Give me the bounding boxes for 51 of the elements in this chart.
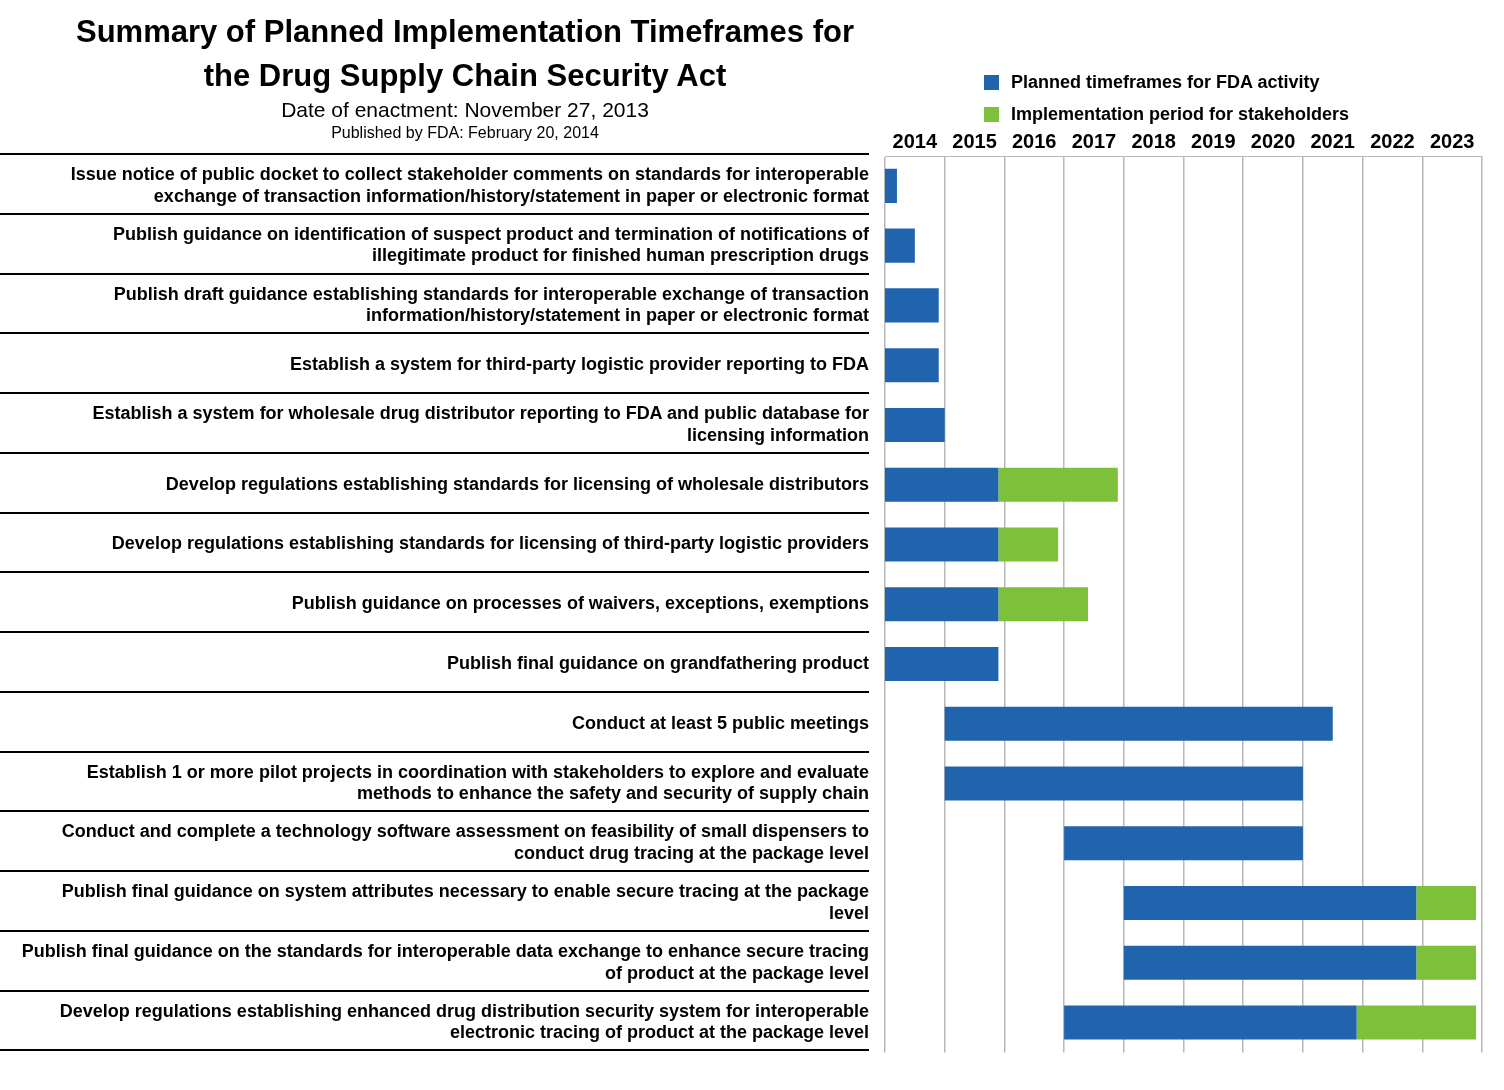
y-tick-label: Publish final guidance on grandfathering product [446, 652, 869, 673]
bar [885, 228, 915, 263]
bar [944, 766, 1303, 801]
bar [885, 527, 999, 562]
y-tick-label: Develop regulations establishing enhanced drug distribution security system for interoperable electronic tracing of product at the package level [59, 1000, 869, 1043]
y-tick-label: Publish guidance on identification of suspect product and termination of notifications of illegitimate product for finished human prescription drugs [112, 223, 870, 266]
y-tick-label: Publish final guidance on the standards for interoperable data exchange to enhance secure tracing of product at the package level [21, 940, 869, 983]
y-tick-label: Conduct at least 5 public meetings [571, 712, 869, 733]
x-tick-label: 2016 [1012, 129, 1057, 152]
text: Date of enactment: November 27, 2013 [280, 98, 650, 122]
y-tick-label: Establish a system for wholesale drug distributor reporting to FDA and public database for licensing information [92, 403, 869, 445]
bar [1123, 885, 1417, 921]
bar [1356, 1005, 1477, 1040]
legend-label: Implementation period for stakeholders [1011, 103, 1350, 125]
bar [885, 646, 999, 681]
y-tick-label: Develop regulations establishing standards for licensing of wholesale distributors [165, 473, 869, 494]
bar [885, 407, 945, 442]
bar [885, 587, 999, 622]
bar [1416, 885, 1477, 921]
x-tick-label: 2019 [1191, 129, 1236, 152]
text: Published by FDA: February 20, 2014 [331, 124, 599, 141]
bar [885, 168, 897, 203]
bar [1123, 945, 1417, 980]
y-tick-label: Conduct and complete a technology software assessment on feasibility of small dispensers to conduct drug tracing at the package level [61, 821, 869, 864]
bar [885, 348, 939, 383]
y-tick-label: Establish a system for third-party logistic provider reporting to FDA [289, 354, 869, 375]
y-tick-label: Establish 1 or more pilot projects in coordination with stakeholders to explore and evaluate methods to enhance the safety and security of supply chain [86, 761, 869, 804]
x-tick-label: 2014 [892, 129, 938, 152]
y-tick-label: Develop regulations establishing standards for licensing of third-party logistic providers [111, 533, 869, 554]
legend-label: Planned timeframes for FDA activity [1011, 71, 1320, 93]
x-tick-label: 2021 [1310, 129, 1355, 152]
y-tick-label: Publish final guidance on system attributes necessary to enable secure tracing at the package level [61, 881, 869, 923]
bar [998, 467, 1118, 502]
x-tick-label: 2023 [1429, 129, 1475, 152]
x-tick-label: 2020 [1250, 129, 1296, 152]
y-tick-label: Publish draft guidance establishing standards for interoperable exchange of transaction information/history/statement in paper or electronic format [113, 283, 869, 326]
bar [885, 288, 939, 323]
bar [1064, 826, 1303, 861]
bar [998, 587, 1088, 622]
x-tick-label: 2017 [1071, 129, 1117, 152]
x-tick-label: 2015 [952, 129, 997, 152]
x-tick-label: 2022 [1370, 129, 1415, 152]
text: Summary of Planned Implementation Timeframes for the Drug Supply Chain Security Act [74, 13, 856, 95]
y-tick-label: Issue notice of public docket to collect stakeholder comments on standards for interoperable exchange of transaction information/history/statement in paper or electronic format [70, 164, 869, 206]
bar [885, 467, 999, 502]
bar [944, 706, 1333, 741]
x-tick-label: 2018 [1131, 129, 1176, 152]
bar [998, 527, 1059, 562]
y-tick-label: Publish guidance on processes of waivers, exceptions, exemptions [291, 593, 869, 614]
bar [1064, 1005, 1357, 1040]
bar [1416, 945, 1477, 980]
